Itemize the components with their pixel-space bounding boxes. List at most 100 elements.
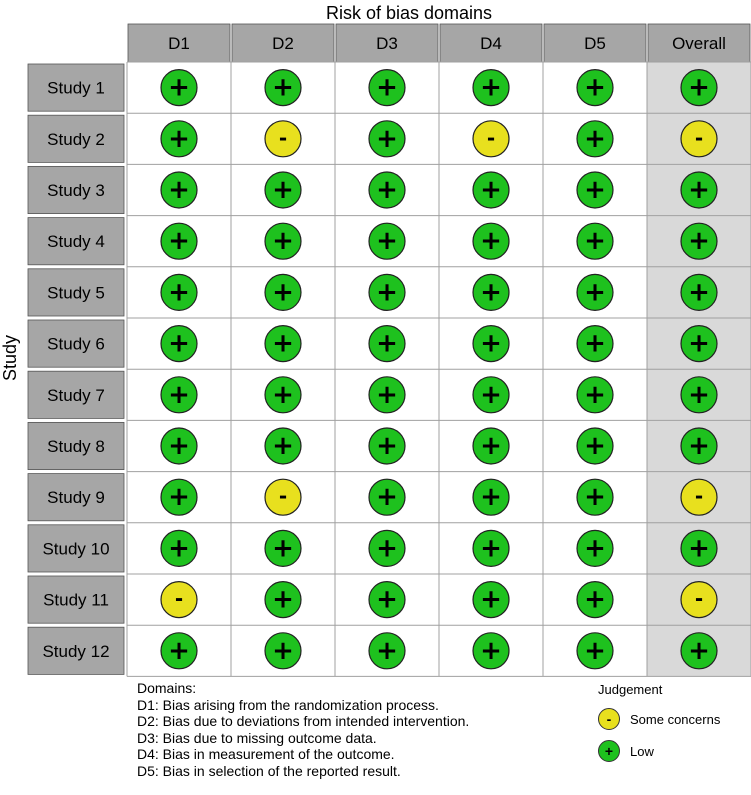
low-marker-study-1-overall [680, 68, 718, 107]
row-label-study-8: Study 8 [47, 437, 105, 456]
low-marker-study-11-d2 [264, 580, 302, 619]
low-marker-study-4-d5 [576, 222, 614, 260]
low-marker-study-4-d2 [264, 222, 302, 260]
judgement-symbol: + [376, 124, 398, 154]
low-marker-study-3-d4 [472, 171, 510, 209]
judgement-symbol: + [376, 482, 398, 512]
some-concerns-icon: - [598, 708, 620, 730]
domain-d4-desc: D4: Bias in measurement of the outcome. [137, 746, 395, 762]
judgement-symbol: + [376, 636, 398, 666]
low-marker-study-6-d5 [576, 325, 614, 363]
judgement-symbol: + [584, 431, 606, 461]
row-label-box-study-5 [27, 268, 125, 317]
row-label-box-study-6 [27, 319, 125, 368]
judgement-symbol: + [688, 533, 710, 563]
judgement-symbol: + [168, 636, 190, 666]
low-marker-study-5-d2 [264, 273, 302, 311]
judgement-symbol: + [584, 533, 606, 563]
low-marker-study-12-overall [680, 632, 718, 670]
low-marker-study-12-d5 [576, 632, 614, 670]
some-concerns-marker-study-2-d4 [472, 120, 510, 158]
judgement-symbol: + [584, 482, 606, 512]
chart-title: Risk of bias domains [326, 3, 492, 23]
row-label-study-5: Study 5 [47, 283, 105, 302]
low-marker-study-1-d5 [576, 68, 614, 107]
judgement-symbol: + [376, 533, 398, 563]
low-marker-study-10-overall [680, 529, 718, 568]
row-label-box-study-2 [27, 114, 125, 163]
row-label-box-study-8 [27, 421, 125, 470]
some-concerns-marker-study-2-overall [680, 120, 718, 158]
domain-d5-desc: D5: Bias in selection of the reported re… [137, 762, 401, 779]
low-marker-study-10-d2 [264, 529, 302, 568]
judgement-symbol: - [279, 126, 287, 150]
some-concerns-marker-study-9-d2 [264, 478, 302, 516]
low-marker-study-4-d4 [472, 222, 510, 260]
low-marker-study-4-d1 [160, 222, 198, 260]
judgement-symbol: + [376, 329, 398, 359]
judgement-symbol: + [584, 585, 606, 615]
judgement-symbol: + [376, 380, 398, 410]
judgement-legend-some-concerns: - Some concerns [598, 706, 720, 732]
row-label-study-2: Study 2 [47, 130, 105, 149]
judgement-symbol: + [168, 226, 190, 256]
judgement-symbol: + [480, 175, 502, 205]
low-marker-study-9-d1 [160, 478, 198, 516]
judgement-legend-low: + Low [598, 738, 654, 764]
judgement-symbol: + [584, 226, 606, 256]
row-label-study-10: Study 10 [42, 539, 109, 558]
judgement-symbol: + [480, 226, 502, 256]
judgement-symbol: + [688, 73, 710, 103]
low-marker-study-1-d4 [472, 68, 510, 107]
low-marker-study-8-d5 [576, 427, 614, 465]
low-marker-study-7-d4 [472, 376, 510, 414]
some-concerns-label: Some concerns [630, 711, 721, 727]
judgement-symbol: + [272, 585, 294, 615]
low-marker-study-2-d1 [160, 120, 198, 158]
judgement-symbol: + [688, 329, 710, 359]
low-label: Low [630, 743, 654, 759]
judgement-symbol: - [695, 126, 703, 150]
row-label-study-7: Study 7 [47, 386, 105, 405]
low-marker-study-3-overall [680, 171, 718, 209]
judgement-symbol: - [175, 587, 183, 611]
some-concerns-marker-study-2-d2 [264, 120, 302, 158]
judgement-symbol: + [168, 124, 190, 154]
low-marker-study-11-d5 [576, 580, 614, 619]
judgement-symbol: + [480, 585, 502, 615]
judgement-symbol: + [272, 431, 294, 461]
judgement-symbol: - [279, 484, 287, 508]
judgement-symbol: + [376, 277, 398, 307]
row-label-study-9: Study 9 [47, 488, 105, 507]
low-marker-study-12-d1 [160, 632, 198, 670]
row-label-study-11: Study 11 [43, 591, 109, 610]
low-marker-study-4-overall [680, 222, 718, 260]
low-marker-study-6-d4 [472, 325, 510, 363]
judgement-symbol: + [584, 277, 606, 307]
low-marker-study-8-d4 [472, 427, 510, 465]
domain-d1-desc: D1: Bias arising from the randomization … [137, 696, 439, 713]
judgement-symbol: - [487, 126, 495, 150]
judgement-symbol: + [168, 329, 190, 359]
low-marker-study-8-d3 [368, 427, 406, 465]
low-marker-study-11-d3 [368, 580, 406, 619]
row-label-box-study-4 [27, 217, 125, 266]
low-marker-study-10-d4 [472, 529, 510, 568]
judgement-symbol: + [584, 73, 606, 103]
column-header-label: D2 [272, 34, 294, 53]
low-marker-study-5-overall [680, 273, 718, 311]
low-marker-study-7-d3 [368, 376, 406, 414]
judgement-symbol: + [688, 431, 710, 461]
judgement-symbol: + [480, 380, 502, 410]
low-marker-study-3-d2 [264, 171, 302, 209]
row-label-box-study-7 [27, 370, 125, 419]
low-marker-study-7-d1 [160, 376, 198, 414]
y-axis-label: Study [0, 335, 20, 381]
judgement-symbol: - [695, 484, 703, 508]
column-header-d2 [231, 23, 335, 63]
low-marker-study-2-d5 [576, 120, 614, 158]
judgement-symbol: + [168, 431, 190, 461]
low-marker-study-8-overall [680, 427, 718, 465]
low-marker-study-3-d3 [368, 171, 406, 209]
some-concerns-marker-study-9-overall [680, 478, 718, 516]
